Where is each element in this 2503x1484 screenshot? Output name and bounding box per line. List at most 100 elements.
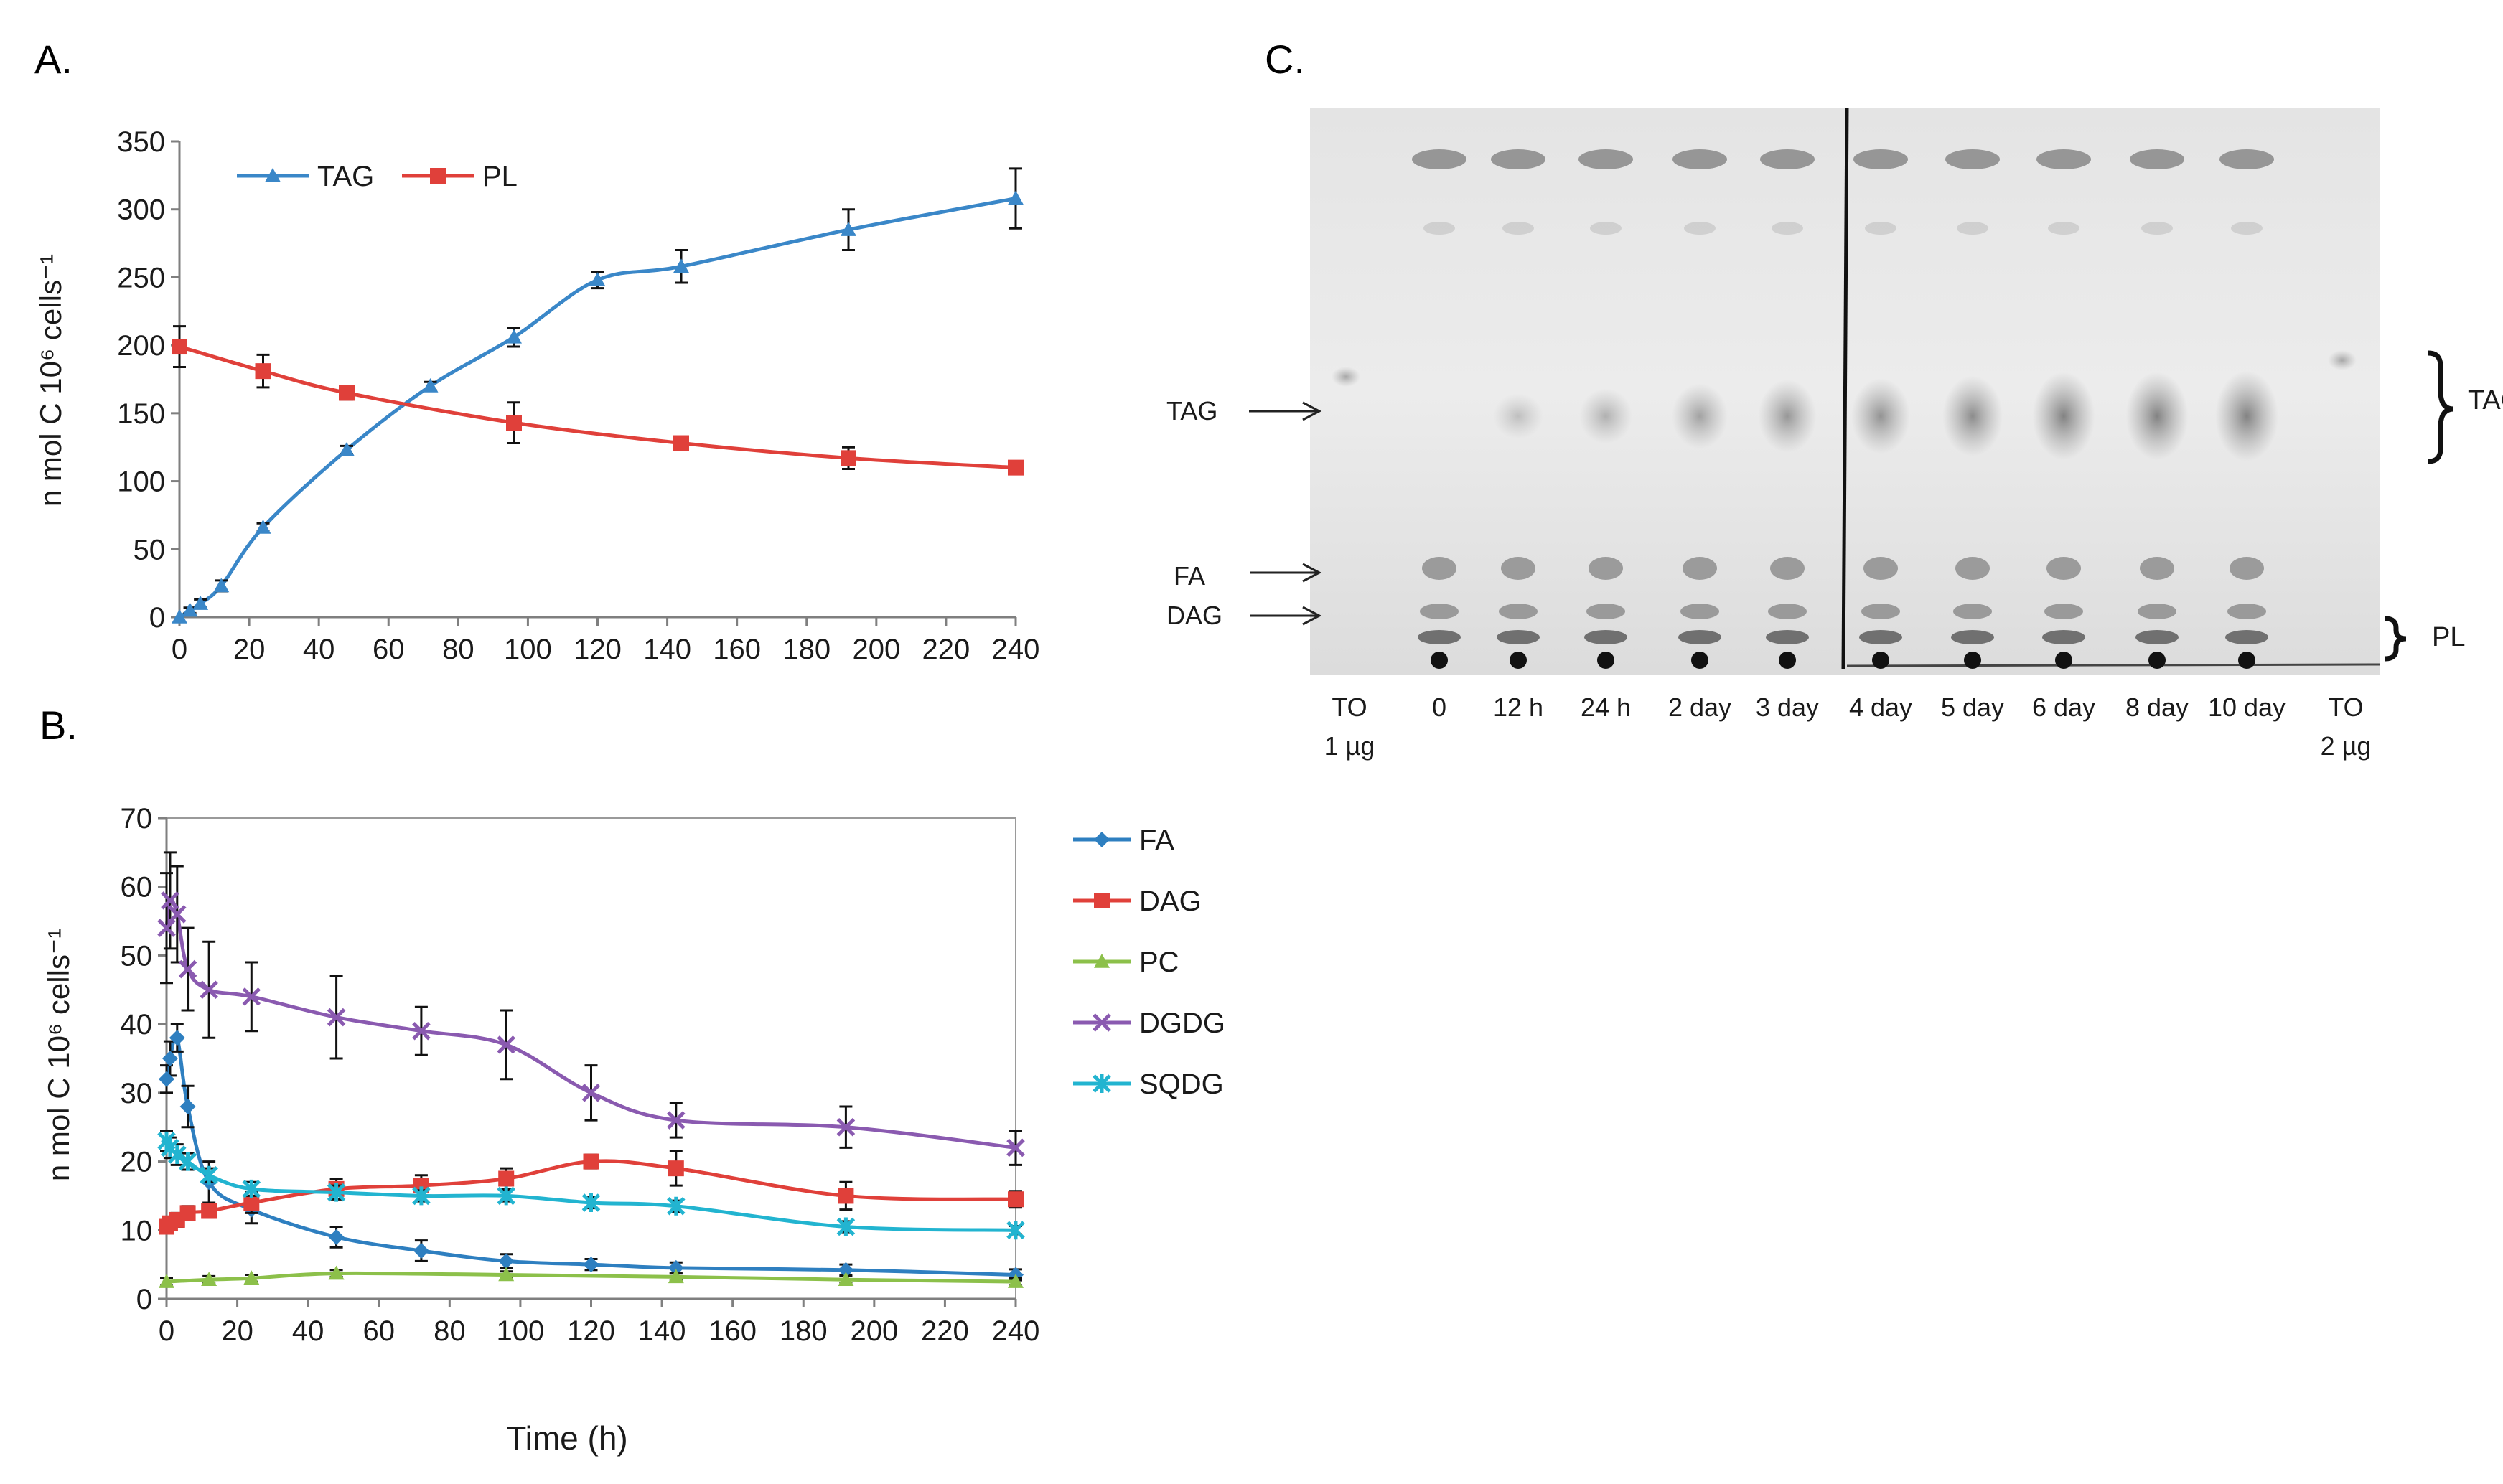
tlc-arrowhead-dag [1302, 606, 1322, 626]
tlc-pl-band [1497, 630, 1540, 644]
tlc-fa-spot [1683, 557, 1717, 580]
tlc-fa-spot [2046, 557, 2081, 580]
chart-b-legend: FA DAG PC DGDG SQDG [1073, 825, 1225, 1100]
data-point [668, 1269, 684, 1284]
tlc-top-band [1672, 149, 1727, 169]
legend-label: PL [482, 161, 518, 192]
series-sqdg [157, 1130, 1025, 1240]
tlc-faint-band [1772, 222, 1803, 235]
series-line-tag [178, 197, 1016, 619]
x-tick-label: 0 [172, 634, 187, 665]
x-tick-label: 80 [434, 1315, 466, 1347]
x-tick-label: 100 [497, 1315, 545, 1347]
series-line-pc [166, 1271, 1016, 1284]
data-point [242, 987, 261, 1006]
tlc-spots [1332, 149, 2357, 669]
chart-a-axes [178, 141, 1016, 619]
tlc-lane [1578, 149, 1633, 669]
legend-item-pl: PL [402, 161, 518, 192]
legend-swatch-marker [430, 168, 446, 184]
data-point [1008, 1274, 1024, 1288]
tlc-dag-spot [1586, 604, 1625, 619]
tlc-lane [1758, 149, 1817, 669]
x-tick-label: 120 [567, 1315, 615, 1347]
y-tick-label: 40 [121, 1009, 153, 1041]
y-tick-label: 350 [117, 126, 165, 158]
data-point [328, 1229, 345, 1245]
data-point [581, 1084, 601, 1102]
data-point [327, 1183, 346, 1202]
legend-item-pc: PC [1073, 947, 1179, 978]
tlc-fa-spot [2140, 557, 2174, 580]
tlc-arrowhead-tag [1302, 401, 1322, 421]
x-tick-label: 100 [504, 634, 552, 665]
data-point [1008, 1191, 1024, 1208]
x-tick-label: 0 [159, 1315, 174, 1347]
tlc-top-band [2130, 149, 2184, 169]
tlc-lane-label: 3 day [1756, 692, 1819, 722]
y-tick-label: 150 [117, 398, 165, 430]
tlc-lane-label: 0 [1432, 692, 1446, 722]
y-tick-label: 50 [121, 940, 153, 972]
series-line-pl [179, 344, 1016, 470]
chart-b-ticks: 0 10 20 30 40 50 60 70 0 20 40 60 80 100 120 140 160 180 2… [121, 803, 1040, 1347]
tlc-lane-label: 2 day [1668, 692, 1731, 722]
tlc-pl-band [1418, 630, 1461, 644]
data-point [243, 1195, 260, 1211]
chart-a-legend: TAG PL [237, 161, 518, 192]
tlc-lane-label: TO [2328, 692, 2363, 722]
tlc-fa-spot [1589, 557, 1623, 580]
tlc-faint-band [2231, 222, 2263, 235]
legend-swatch-marker [1093, 1074, 1111, 1093]
y-tick-label: 70 [121, 803, 153, 835]
data-point [498, 1170, 515, 1187]
legend-item-sqdg: SQDG [1073, 1069, 1224, 1100]
panel-label-c: C. [1265, 37, 1305, 82]
tlc-lane-sublabel: 2 µg [2321, 731, 2372, 761]
chart-a-ylabel: n mol C 10⁶ cells⁻¹ [34, 254, 67, 507]
tlc-tag-spot [2032, 372, 2095, 461]
chart-b-series [157, 851, 1025, 1288]
data-point [1006, 1138, 1025, 1157]
x-tick-label: 20 [221, 1315, 253, 1347]
data-point [1008, 459, 1024, 476]
data-point [506, 329, 522, 344]
x-tick-label: 240 [992, 1315, 1040, 1347]
x-tick-label: 140 [643, 634, 691, 665]
y-tick-label: 10 [121, 1215, 153, 1246]
tlc-arrowhead-fa [1302, 563, 1322, 583]
tlc-label-pl-right: PL [2432, 622, 2465, 652]
data-point [581, 1193, 601, 1212]
tlc-lane-labels: TO 1 µg 0 12 h 24 h 2 day 3 day 4 day 5 day 6 day… [1324, 692, 2372, 761]
tlc-dag-spot [2044, 604, 2083, 619]
data-point [168, 1145, 187, 1164]
data-point [841, 450, 856, 466]
tlc-pl-band [1859, 630, 1902, 644]
tlc-label-fa: FA [1174, 561, 1205, 591]
tlc-tag-spot [1672, 383, 1728, 449]
data-point [162, 1051, 178, 1066]
tlc-lane-label: 24 h [1581, 692, 1631, 722]
data-point [255, 519, 271, 534]
tlc-origin-spot [1872, 652, 1889, 669]
legend-label: FA [1139, 825, 1174, 856]
data-point [673, 435, 689, 451]
data-point [498, 1253, 515, 1269]
tlc-faint-band [2141, 222, 2173, 235]
x-tick-label: 140 [638, 1315, 686, 1347]
x-tick-label: 180 [780, 1315, 828, 1347]
x-tick-label: 180 [782, 634, 831, 665]
data-point [498, 1267, 515, 1282]
tlc-label-dag: DAG [1166, 601, 1222, 630]
legend-swatch-marker [265, 168, 281, 182]
data-point [667, 1196, 686, 1216]
x-tick-label: 160 [713, 634, 761, 665]
tlc-faint-band [1423, 222, 1455, 235]
y-tick-label: 20 [121, 1147, 153, 1178]
chart-a-series [172, 167, 1024, 624]
chart-b-ylabel: n mol C 10⁶ cells⁻¹ [42, 929, 75, 1181]
legend-item-tag: TAG [237, 161, 374, 192]
data-point [1006, 1221, 1025, 1240]
tlc-pl-band [1584, 630, 1627, 644]
tlc-lane [1672, 149, 1728, 669]
